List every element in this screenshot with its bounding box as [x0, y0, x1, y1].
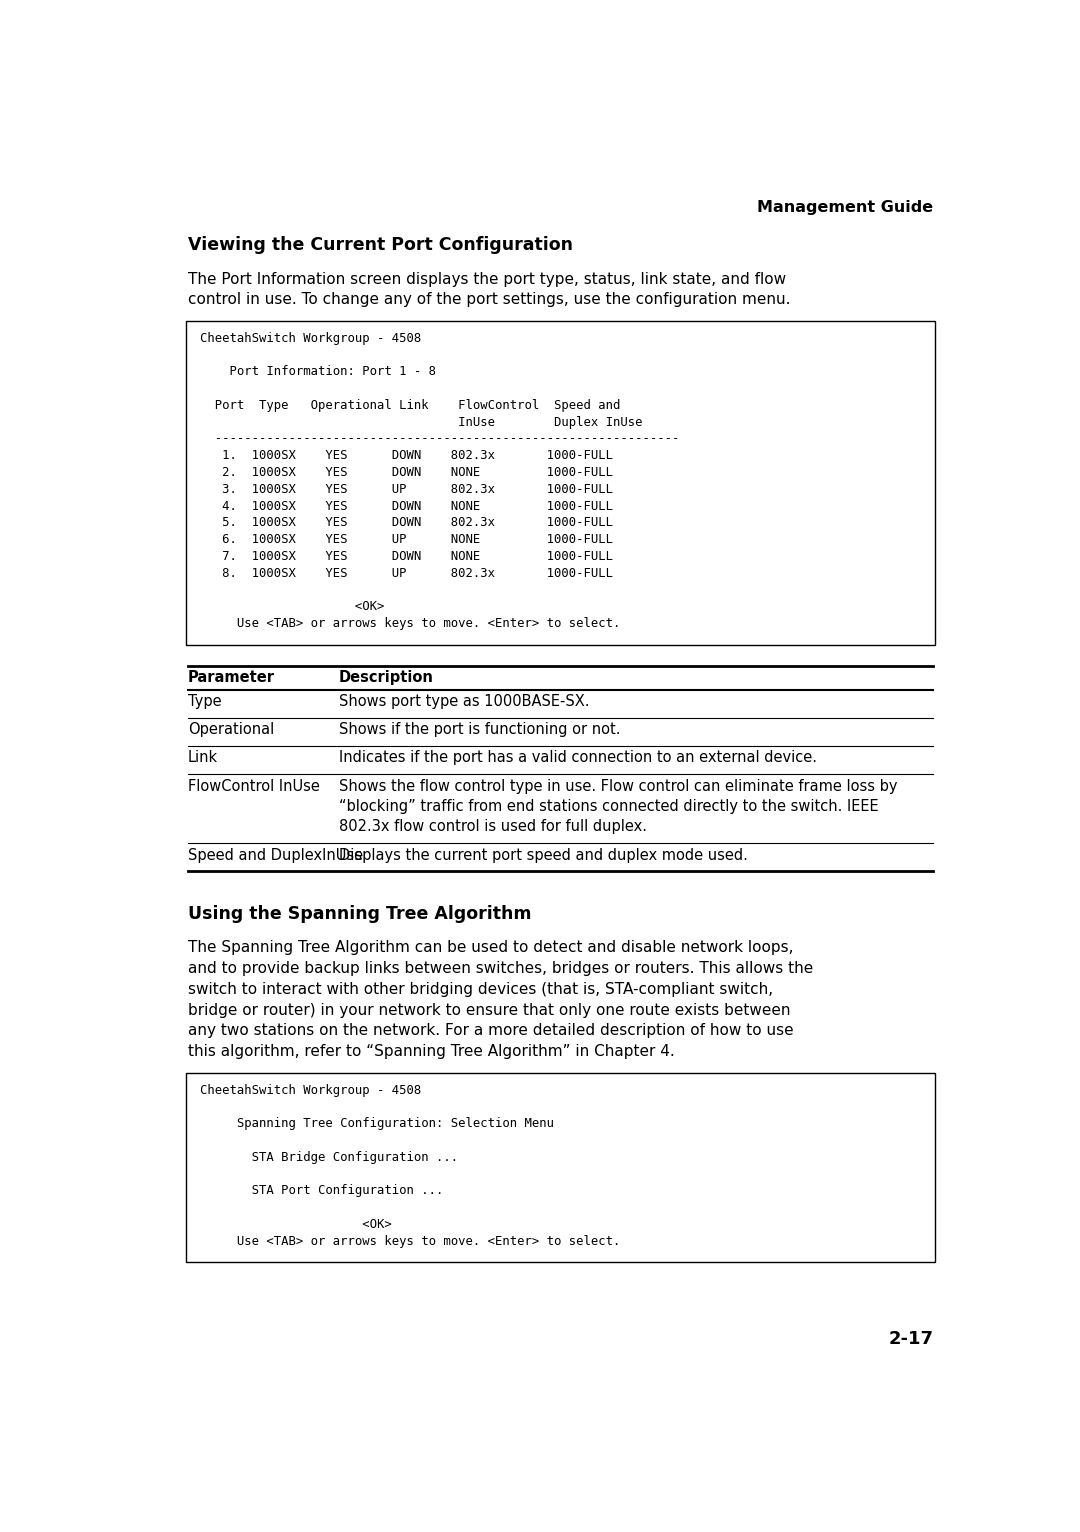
Text: 5.  1000SX    YES      DOWN    802.3x       1000-FULL: 5. 1000SX YES DOWN 802.3x 1000-FULL: [200, 516, 613, 530]
Text: 2.  1000SX    YES      DOWN    NONE         1000-FULL: 2. 1000SX YES DOWN NONE 1000-FULL: [200, 466, 613, 480]
Text: Indicates if the port has a valid connection to an external device.: Indicates if the port has a valid connec…: [339, 751, 816, 766]
Text: Port Information: Port 1 - 8: Port Information: Port 1 - 8: [200, 365, 436, 378]
Text: bridge or router) in your network to ensure that only one route exists between: bridge or router) in your network to ens…: [188, 1002, 791, 1017]
Text: Shows if the port is functioning or not.: Shows if the port is functioning or not.: [339, 723, 620, 737]
Text: FlowControl InUse: FlowControl InUse: [188, 778, 320, 794]
Text: 2-17: 2-17: [888, 1330, 933, 1348]
Text: <OK>: <OK>: [200, 601, 384, 613]
Text: 3.  1000SX    YES      UP      802.3x       1000-FULL: 3. 1000SX YES UP 802.3x 1000-FULL: [200, 483, 613, 496]
Text: The Port Information screen displays the port type, status, link state, and flow: The Port Information screen displays the…: [188, 271, 786, 286]
Text: Operational: Operational: [188, 723, 274, 737]
Text: STA Port Configuration ...: STA Port Configuration ...: [200, 1184, 444, 1196]
Text: this algorithm, refer to “Spanning Tree Algorithm” in Chapter 4.: this algorithm, refer to “Spanning Tree …: [188, 1045, 674, 1059]
Text: switch to interact with other bridging devices (that is, STA-compliant switch,: switch to interact with other bridging d…: [188, 982, 773, 997]
Text: CheetahSwitch Workgroup - 4508: CheetahSwitch Workgroup - 4508: [200, 332, 421, 345]
Text: and to provide backup links between switches, bridges or routers. This allows th: and to provide backup links between swit…: [188, 961, 813, 976]
Text: Shows port type as 1000BASE-SX.: Shows port type as 1000BASE-SX.: [339, 694, 590, 709]
Text: 1.  1000SX    YES      DOWN    802.3x       1000-FULL: 1. 1000SX YES DOWN 802.3x 1000-FULL: [200, 449, 613, 463]
Text: Viewing the Current Port Configuration: Viewing the Current Port Configuration: [188, 236, 572, 254]
Text: 4.  1000SX    YES      DOWN    NONE         1000-FULL: 4. 1000SX YES DOWN NONE 1000-FULL: [200, 499, 613, 513]
Text: Port  Type   Operational Link    FlowControl  Speed and: Port Type Operational Link FlowControl S…: [200, 398, 621, 412]
Text: Description: Description: [339, 671, 434, 685]
Text: Use <TAB> or arrows keys to move. <Enter> to select.: Use <TAB> or arrows keys to move. <Enter…: [200, 617, 621, 630]
Text: Spanning Tree Configuration: Selection Menu: Spanning Tree Configuration: Selection M…: [200, 1117, 554, 1131]
Text: control in use. To change any of the port settings, use the configuration menu.: control in use. To change any of the por…: [188, 293, 791, 308]
Text: The Spanning Tree Algorithm can be used to detect and disable network loops,: The Spanning Tree Algorithm can be used …: [188, 941, 793, 956]
Text: Speed and DuplexInUse: Speed and DuplexInUse: [188, 847, 363, 863]
Text: Link: Link: [188, 751, 218, 766]
Text: 6.  1000SX    YES      UP      NONE         1000-FULL: 6. 1000SX YES UP NONE 1000-FULL: [200, 533, 613, 545]
Text: CheetahSwitch Workgroup - 4508: CheetahSwitch Workgroup - 4508: [200, 1083, 421, 1097]
Text: STA Bridge Configuration ...: STA Bridge Configuration ...: [200, 1151, 458, 1164]
Text: “blocking” traffic from end stations connected directly to the switch. IEEE: “blocking” traffic from end stations con…: [339, 800, 878, 813]
Text: Management Guide: Management Guide: [757, 201, 933, 214]
Text: <OK>: <OK>: [200, 1218, 392, 1230]
Text: Displays the current port speed and duplex mode used.: Displays the current port speed and dupl…: [339, 847, 747, 863]
Text: ---------------------------------------------------------------: ----------------------------------------…: [200, 432, 679, 446]
Text: Using the Spanning Tree Algorithm: Using the Spanning Tree Algorithm: [188, 905, 531, 922]
FancyBboxPatch shape: [186, 320, 935, 645]
Text: Shows the flow control type in use. Flow control can eliminate frame loss by: Shows the flow control type in use. Flow…: [339, 778, 897, 794]
FancyBboxPatch shape: [186, 1072, 935, 1262]
Text: InUse        Duplex InUse: InUse Duplex InUse: [200, 415, 643, 429]
Text: Parameter: Parameter: [188, 671, 274, 685]
Text: 802.3x flow control is used for full duplex.: 802.3x flow control is used for full dup…: [339, 820, 647, 835]
Text: Type: Type: [188, 694, 221, 709]
Text: 8.  1000SX    YES      UP      802.3x       1000-FULL: 8. 1000SX YES UP 802.3x 1000-FULL: [200, 567, 613, 579]
Text: Use <TAB> or arrows keys to move. <Enter> to select.: Use <TAB> or arrows keys to move. <Enter…: [200, 1235, 621, 1247]
Text: any two stations on the network. For a more detailed description of how to use: any two stations on the network. For a m…: [188, 1023, 794, 1039]
Text: 7.  1000SX    YES      DOWN    NONE         1000-FULL: 7. 1000SX YES DOWN NONE 1000-FULL: [200, 550, 613, 562]
